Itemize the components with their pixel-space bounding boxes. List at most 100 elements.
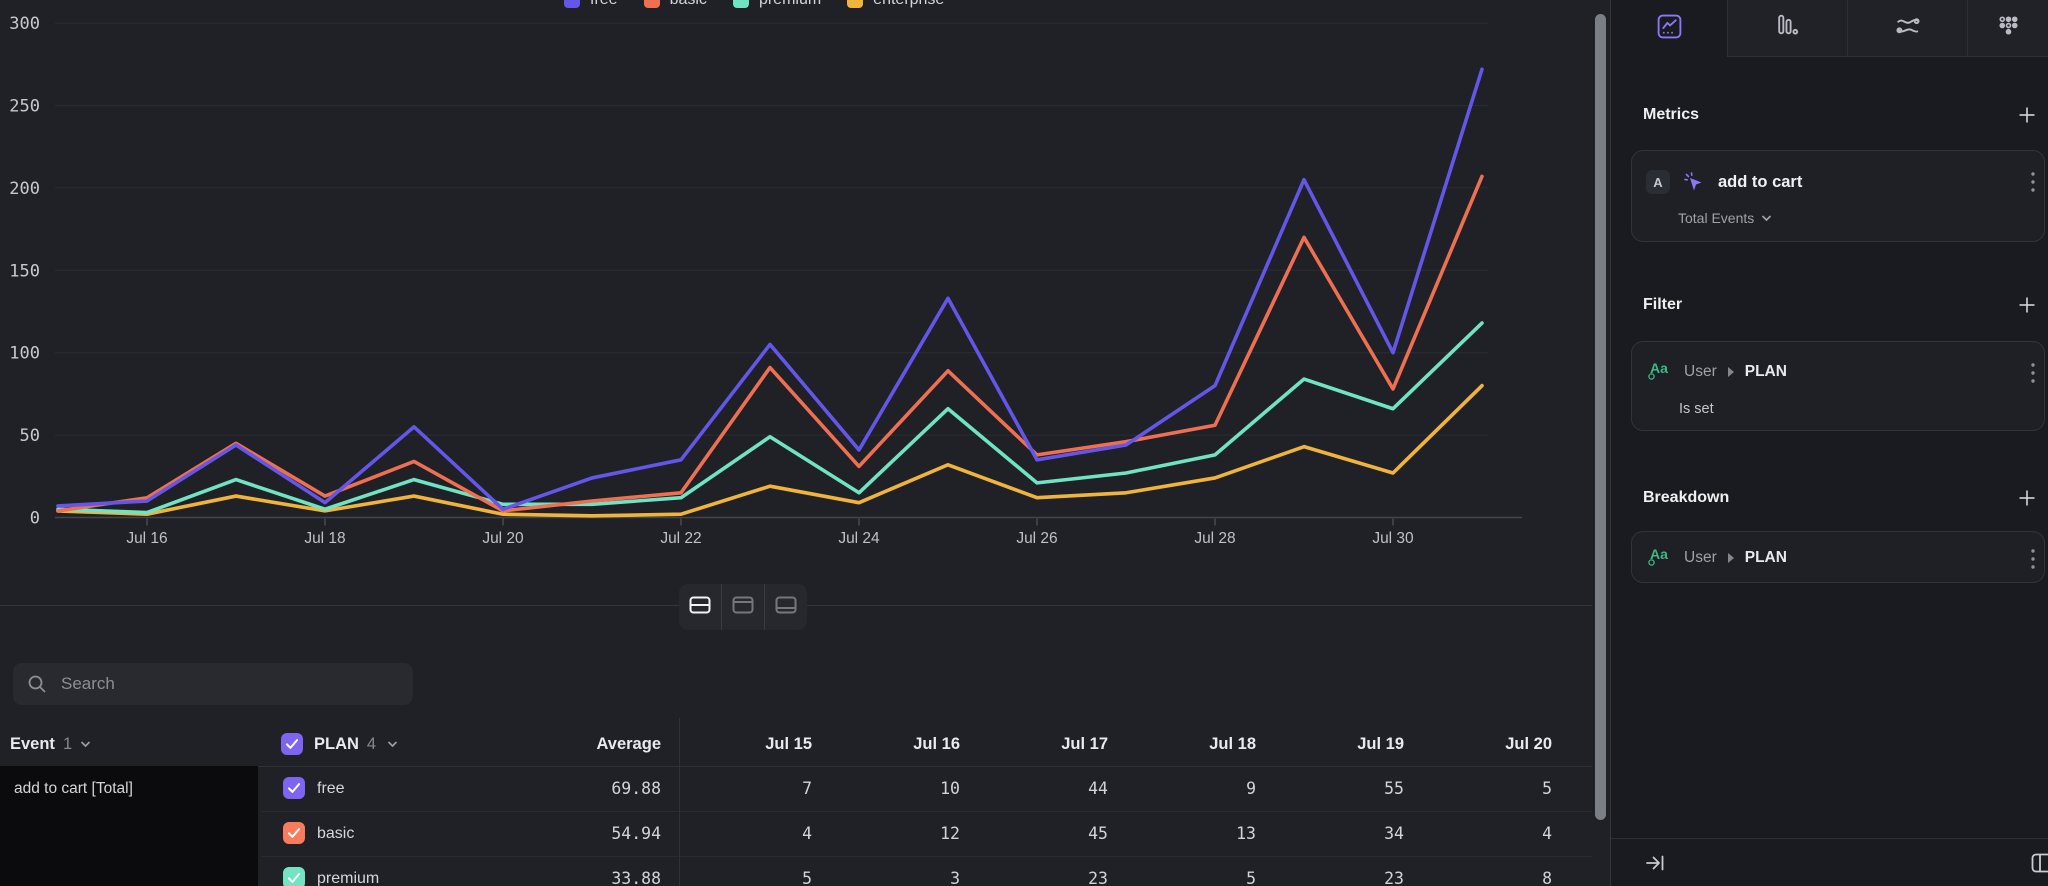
legend-label: basic	[670, 0, 707, 9]
metric-series-badge: A	[1646, 170, 1670, 194]
metric-event-name[interactable]: add to cart	[1718, 172, 1803, 191]
filter-menu-button[interactable]	[2030, 361, 2036, 385]
text-property-icon: Aa	[1647, 544, 1673, 573]
breakdown-entity: User	[1684, 549, 1717, 566]
tab-more-charts[interactable]	[1967, 0, 2048, 57]
bar-chart-icon	[1774, 12, 1801, 44]
more-charts-icon	[1995, 12, 2022, 44]
collapse-panel-button[interactable]	[1644, 852, 1666, 874]
table-cell: 55	[1384, 779, 1404, 798]
scrollbar-track[interactable]	[1592, 0, 1610, 886]
svg-text:Aa: Aa	[1650, 360, 1668, 376]
legend-swatch	[847, 0, 864, 8]
chevron-down-icon	[1761, 214, 1772, 222]
event-column-header[interactable]: Event 1	[10, 722, 91, 766]
add-metric-button[interactable]	[2016, 104, 2038, 126]
breakdown-card[interactable]: Aa User PLAN	[1631, 531, 2045, 583]
table-row-free: free 69.88 7 10 44 9 55 5	[0, 766, 1592, 811]
row-checkbox-premium[interactable]	[283, 867, 305, 886]
x-axis-tick-label: Jul 28	[1194, 530, 1235, 547]
filter-entity: User	[1684, 363, 1717, 380]
chart-type-tabbar	[1611, 0, 2048, 57]
tab-flow-chart[interactable]	[1847, 0, 1967, 57]
metrics-title: Metrics	[1643, 106, 1700, 123]
filter-card[interactable]: Aa User PLAN Is set	[1631, 341, 2045, 431]
toggle-columns-icon[interactable]	[2031, 852, 2048, 874]
add-breakdown-button[interactable]	[2016, 487, 2038, 509]
breakdown-property[interactable]: PLAN	[1744, 549, 1787, 566]
row-label[interactable]: premium	[317, 870, 380, 886]
plan-column-header[interactable]: PLAN 4	[281, 722, 398, 766]
date-column-header[interactable]: Jul 15	[765, 735, 812, 753]
report-main-area: free basic premium enterprise 0 50 100 150 200 2…	[0, 0, 1592, 886]
legend-swatch	[732, 0, 749, 8]
table-cell: 45	[1088, 824, 1108, 843]
row-label[interactable]: free	[317, 780, 345, 797]
date-column-header[interactable]: Jul 17	[1061, 735, 1108, 753]
layout-split-view-button[interactable]	[679, 584, 721, 630]
scrollbar-thumb[interactable]	[1595, 14, 1606, 820]
legend-item-basic[interactable]: basic	[643, 0, 707, 9]
y-axis-tick-label: 0	[30, 509, 40, 529]
sidebar-bottom-bar	[1611, 838, 2048, 886]
date-column-header[interactable]: Jul 18	[1209, 735, 1256, 753]
table-header-row: Event 1 PLAN 4 Average Jul 15 Jul 16 Jul 1…	[0, 722, 1592, 766]
tab-bar-chart[interactable]	[1727, 0, 1847, 57]
breakdown-title: Breakdown	[1643, 489, 1730, 506]
filter-condition[interactable]: Is set	[1679, 401, 1714, 417]
search-input[interactable]	[59, 673, 399, 695]
query-builder-sidebar: Metrics A add to cart	[1610, 0, 2048, 886]
series-line-enterprise	[56, 383, 1484, 518]
checkmark-icon	[287, 828, 301, 838]
table-cell: 34	[1384, 824, 1404, 843]
table-header-divider	[0, 766, 1592, 767]
date-column-header[interactable]: Jul 16	[913, 735, 960, 753]
legend-label: enterprise	[873, 0, 944, 9]
legend-item-premium[interactable]: premium	[732, 0, 821, 9]
filter-section-header: Filter	[1643, 294, 2038, 316]
table-cell: 9	[1246, 779, 1256, 798]
y-axis-tick-label: 100	[9, 344, 40, 364]
text-property-icon: Aa	[1647, 358, 1673, 387]
row-average-value: 54.94	[611, 824, 661, 843]
flow-chart-icon	[1894, 12, 1922, 45]
table-cell: 5	[1542, 779, 1552, 798]
event-header-count: 1	[62, 734, 73, 753]
line-chart[interactable]: 0 50 100 150 200 250 300 Jul 16 Jul 18 Jul 20 Jul …	[0, 0, 1592, 560]
metric-menu-button[interactable]	[2030, 170, 2036, 194]
chevron-down-icon	[80, 740, 91, 748]
date-column-header[interactable]: Jul 20	[1505, 735, 1552, 753]
event-column-panel: add to cart [Total]	[0, 766, 258, 886]
row-checkbox-free[interactable]	[283, 777, 305, 799]
metric-aggregation-selector[interactable]: Total Events	[1678, 210, 1772, 226]
breakdown-menu-button[interactable]	[2030, 547, 2036, 571]
add-filter-button[interactable]	[2016, 294, 2038, 316]
legend-item-free[interactable]: free	[564, 0, 618, 9]
tab-line-chart[interactable]	[1611, 0, 1727, 57]
plan-select-all-checkbox[interactable]	[281, 733, 303, 755]
layout-table-view-button[interactable]	[764, 584, 807, 630]
event-row-label[interactable]: add to cart [Total]	[14, 780, 133, 797]
date-column-header[interactable]: Jul 19	[1357, 735, 1404, 753]
chart-legend: free basic premium enterprise	[564, 0, 944, 9]
table-cell: 8	[1542, 869, 1552, 886]
line-chart-icon	[1656, 13, 1683, 45]
y-axis-tick-label: 50	[20, 426, 40, 446]
metric-card[interactable]: A add to cart Total Events	[1631, 150, 2045, 242]
row-checkbox-basic[interactable]	[283, 822, 305, 844]
table-row-basic: basic 54.94 4 12 45 13 34 4	[0, 811, 1592, 856]
y-axis-tick-label: 300	[9, 14, 40, 34]
row-divider	[262, 856, 1592, 857]
filter-property[interactable]: PLAN	[1744, 363, 1787, 380]
legend-item-enterprise[interactable]: enterprise	[847, 0, 944, 9]
table-cell: 4	[802, 824, 812, 843]
event-click-icon	[1683, 171, 1705, 193]
x-axis-tick-label: Jul 30	[1372, 530, 1414, 547]
row-label[interactable]: basic	[317, 825, 355, 842]
breakdown-section-header: Breakdown	[1643, 487, 2038, 509]
caret-right-icon	[1727, 367, 1734, 377]
table-cell: 23	[1088, 869, 1108, 886]
x-axis-tick-label: Jul 22	[660, 530, 701, 547]
layout-chart-view-button[interactable]	[721, 584, 764, 630]
